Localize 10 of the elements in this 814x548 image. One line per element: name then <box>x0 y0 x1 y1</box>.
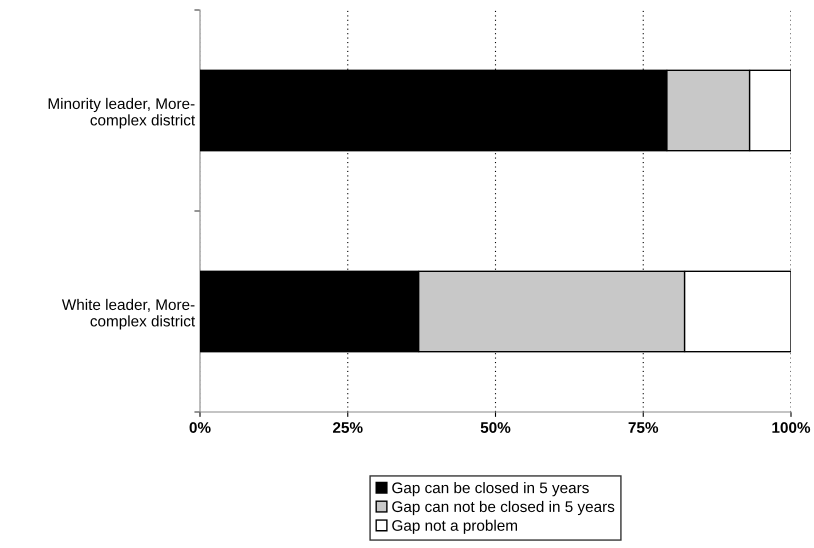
x-tick-label: 50% <box>480 422 510 433</box>
legend-label: Gap can not be closed in 5 years <box>392 500 614 516</box>
x-tick-label: 0% <box>190 422 211 433</box>
y-tick-label: White leader, More- complex district <box>62 298 196 330</box>
y-tick-label: Minority leader, More- complex district <box>48 98 196 129</box>
x-tick-label: 25% <box>332 422 363 433</box>
x-tick-label: 100% <box>772 422 810 433</box>
x-tick-label: 75% <box>628 422 658 433</box>
legend-label: Gap can be closed in 5 years <box>392 482 589 496</box>
legend-label: Gap not a problem <box>392 520 517 534</box>
